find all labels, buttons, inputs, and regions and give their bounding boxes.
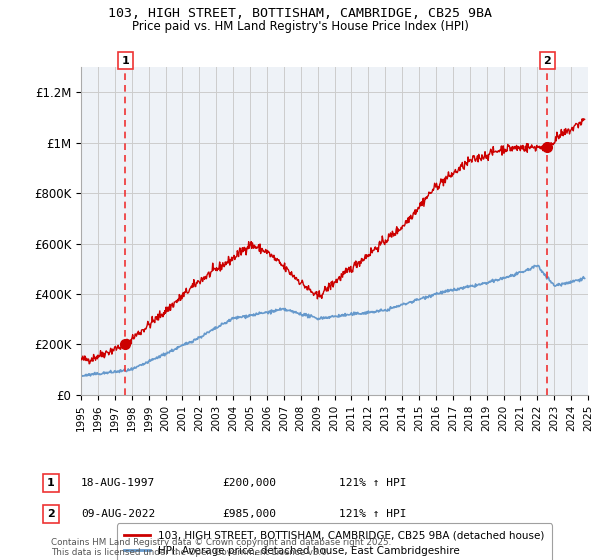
- Text: 121% ↑ HPI: 121% ↑ HPI: [339, 509, 407, 519]
- Text: £200,000: £200,000: [222, 478, 276, 488]
- Legend: 103, HIGH STREET, BOTTISHAM, CAMBRIDGE, CB25 9BA (detached house), HPI: Average : 103, HIGH STREET, BOTTISHAM, CAMBRIDGE, …: [117, 524, 552, 560]
- Text: 1: 1: [47, 478, 55, 488]
- Text: 121% ↑ HPI: 121% ↑ HPI: [339, 478, 407, 488]
- Text: 1: 1: [121, 55, 129, 66]
- Text: Contains HM Land Registry data © Crown copyright and database right 2025.
This d: Contains HM Land Registry data © Crown c…: [51, 538, 391, 557]
- Text: Price paid vs. HM Land Registry's House Price Index (HPI): Price paid vs. HM Land Registry's House …: [131, 20, 469, 32]
- Text: 103, HIGH STREET, BOTTISHAM, CAMBRIDGE, CB25 9BA: 103, HIGH STREET, BOTTISHAM, CAMBRIDGE, …: [108, 7, 492, 20]
- Text: 18-AUG-1997: 18-AUG-1997: [81, 478, 155, 488]
- Text: 2: 2: [544, 55, 551, 66]
- Text: 09-AUG-2022: 09-AUG-2022: [81, 509, 155, 519]
- Text: £985,000: £985,000: [222, 509, 276, 519]
- Text: 2: 2: [47, 509, 55, 519]
